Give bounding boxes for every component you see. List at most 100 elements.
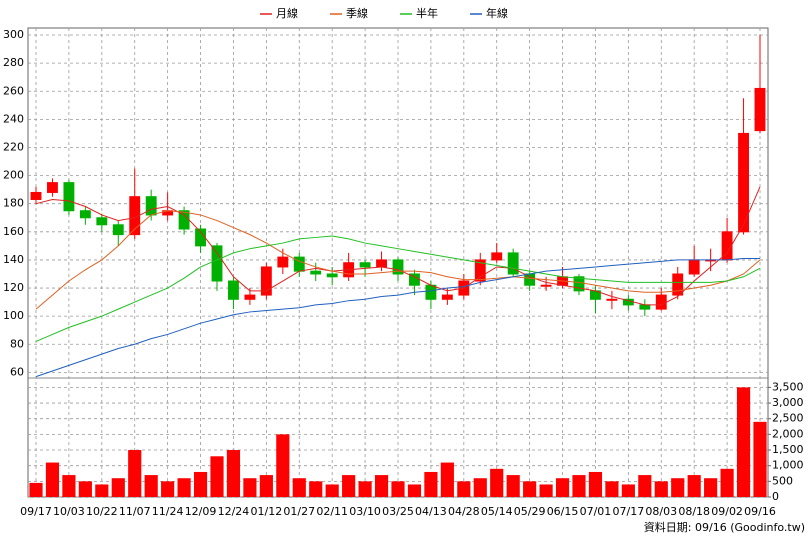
y-tick-label: 300 (3, 28, 24, 41)
volume-tick-label: 2,000 (772, 427, 804, 440)
legend-label: 月線 (276, 6, 298, 20)
x-tick-label: 12/09 (185, 505, 217, 518)
volume-bar (342, 475, 356, 497)
volume-bar (424, 471, 438, 497)
x-tick-label: 07/17 (613, 505, 645, 518)
candle-body (738, 132, 749, 233)
x-tick-label: 11/24 (152, 505, 184, 518)
ma-line (35, 210, 761, 310)
x-tick-label: 08/03 (645, 505, 677, 518)
y-tick-label: 240 (3, 112, 24, 125)
candle-body (540, 284, 552, 287)
candle-body (639, 304, 651, 310)
candle-body (754, 87, 766, 132)
volume-bar (720, 468, 734, 497)
volume-bar (621, 484, 635, 497)
y-tick-label: 100 (3, 309, 24, 322)
volume-bar (62, 475, 76, 497)
y-tick-label: 140 (3, 253, 24, 266)
volume-bar (45, 462, 60, 497)
volume-bar (605, 481, 619, 497)
y-tick-label: 260 (3, 84, 24, 97)
volume-bar (111, 478, 125, 497)
ma-line (35, 235, 761, 342)
candle-body (244, 294, 256, 300)
volume-tick-label: 2,500 (772, 412, 804, 425)
candle-body (79, 210, 91, 219)
volume-bar (506, 475, 520, 497)
x-tick-label: 03/25 (382, 505, 414, 518)
x-tick-label: 07/01 (580, 505, 612, 518)
volume-bar (177, 478, 191, 497)
volume-tick-label: 3,500 (772, 380, 804, 393)
x-tick-label: 04/13 (415, 505, 447, 518)
volume-bar (687, 475, 701, 497)
source-note: 資料日期: 09/16 (Goodinfo.tw) (644, 520, 805, 534)
x-tick-label: 09/17 (20, 505, 52, 518)
volume-bar (210, 456, 224, 497)
volume-tick-label: 500 (772, 474, 793, 487)
volume-bar (588, 471, 603, 497)
candle-body (688, 259, 700, 275)
candle-body (376, 259, 387, 268)
candle-body (441, 294, 453, 300)
volume-bar (325, 484, 339, 497)
candle-body (326, 273, 338, 278)
x-tick-label: 02/11 (316, 505, 348, 518)
ma-line (35, 258, 760, 378)
candle-body (47, 182, 58, 193)
candle-body (655, 294, 667, 310)
volume-bar (193, 471, 208, 497)
candle-body (606, 298, 618, 301)
x-tick-label: 05/29 (514, 505, 546, 518)
volume-tick-label: 1,500 (772, 443, 804, 456)
volume-bar (704, 478, 718, 497)
candle-body (228, 280, 239, 300)
candle-body (96, 217, 108, 226)
candle-body (63, 182, 75, 212)
y-tick-label: 160 (3, 225, 24, 238)
x-tick-label: 10/22 (86, 505, 118, 518)
volume-bar (638, 475, 652, 497)
volume-bar (736, 387, 751, 497)
x-tick-label: 01/12 (251, 505, 283, 518)
volume-bar (391, 481, 405, 497)
volume-bar (144, 475, 158, 497)
candle-body (672, 273, 684, 296)
legend-label: 半年 (416, 6, 438, 20)
legend-label: 季線 (346, 6, 368, 20)
x-tick-label: 03/10 (349, 505, 381, 518)
y-tick-label: 280 (3, 56, 24, 69)
volume-bar (440, 462, 454, 497)
candle-body (392, 259, 404, 275)
candle-body (310, 270, 322, 275)
x-tick-label: 12/24 (218, 505, 250, 518)
candle-body (359, 262, 371, 268)
candle-body (474, 259, 486, 282)
volume-bar (78, 481, 92, 497)
legend-label: 年線 (486, 6, 508, 20)
candle-body (573, 276, 585, 292)
candle-body (425, 284, 437, 300)
volume-bar (259, 475, 273, 497)
volume-bar (358, 481, 372, 497)
ma-line (35, 186, 761, 306)
candle-body (491, 252, 503, 261)
candle-body (260, 266, 272, 296)
x-tick-label: 05/14 (481, 505, 513, 518)
volume-bar (243, 478, 257, 497)
y-tick-label: 200 (3, 169, 24, 182)
x-tick-label: 11/07 (119, 505, 151, 518)
volume-bar (95, 484, 109, 497)
y-tick-label: 120 (3, 281, 24, 294)
volume-tick-label: 1,000 (772, 459, 804, 472)
volume-bar (29, 482, 43, 497)
candle-body (211, 245, 223, 282)
volume-bar (292, 478, 306, 497)
candle-body (277, 256, 289, 268)
volume-bar (753, 421, 767, 497)
volume-bar (128, 450, 142, 497)
volume-bar (374, 475, 389, 497)
volume-bar (523, 481, 537, 497)
